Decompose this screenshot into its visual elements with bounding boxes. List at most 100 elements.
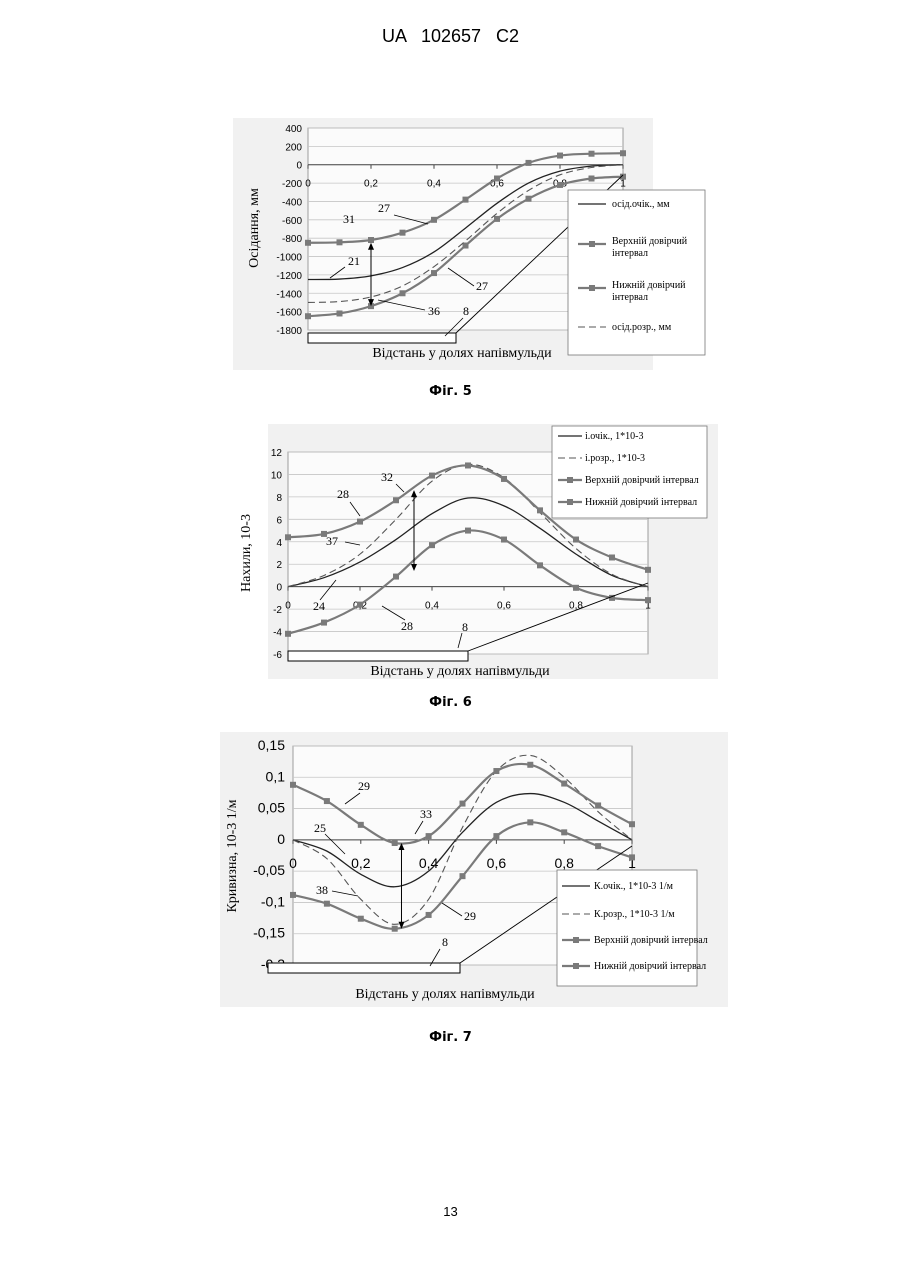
y-tick-label: -800 [282, 234, 302, 245]
y-tick-label: -200 [282, 179, 302, 190]
callout-label: 32 [381, 470, 393, 484]
data-point [400, 230, 406, 236]
callout-label: 24 [313, 599, 325, 613]
data-point [431, 270, 437, 276]
data-point [431, 217, 437, 223]
legend-label: і.розр., 1*10-3 [585, 453, 645, 464]
y-axis-label: Кривизна, 10-3 1/м [225, 799, 240, 912]
y-axis-label: Нахили, 10-3 [239, 514, 254, 592]
callout-label: 38 [316, 883, 328, 897]
data-point [305, 313, 311, 319]
figure-6-caption: Фіг. 6 [0, 695, 901, 710]
legend-label: Нижній довірчий інтервал [585, 497, 697, 508]
data-point [337, 310, 343, 316]
y-tick-label: -1400 [276, 289, 302, 300]
data-point [463, 197, 469, 203]
data-point [557, 182, 563, 188]
y-tick-label: -1200 [276, 271, 302, 282]
x-axis-label: Відстань у долях напівмульди [370, 664, 550, 679]
legend-label: Верхній довірчий [612, 236, 688, 247]
y-tick-label: -1000 [276, 253, 302, 264]
page-number: 13 [0, 1204, 901, 1219]
data-point [429, 473, 435, 479]
legend-label: Верхній довірчий інтервал [585, 475, 699, 486]
callout-label: 29 [358, 779, 370, 793]
figure-7-caption: Фіг. 7 [0, 1030, 901, 1045]
legend-label: і.очік., 1*10-3 [585, 431, 644, 442]
x-tick-label: 0,8 [554, 855, 574, 871]
x-tick-label: 0 [285, 601, 291, 612]
data-point [609, 554, 615, 560]
callout-label: 27 [378, 201, 390, 215]
data-point [285, 534, 291, 540]
data-point [589, 151, 595, 157]
data-point [629, 854, 635, 860]
data-point [358, 822, 364, 828]
data-point [501, 476, 507, 482]
callout-label: 27 [476, 279, 488, 293]
y-tick-label: 0,1 [266, 768, 286, 784]
data-point [589, 176, 595, 182]
y-tick-label: -6 [273, 650, 282, 661]
x-tick-label: 0,4 [427, 179, 441, 190]
data-point [290, 782, 296, 788]
half-trough-bar [308, 333, 456, 343]
legend-marker [573, 937, 579, 943]
data-point [595, 843, 601, 849]
data-point [392, 840, 398, 846]
callout-label: 31 [343, 212, 355, 226]
callout-label: 29 [464, 909, 476, 923]
data-point [561, 829, 567, 835]
y-tick-label: 0 [276, 583, 282, 594]
legend-marker [589, 241, 595, 247]
y-tick-label: -1600 [276, 308, 302, 319]
figure-5-chart: 4002000-200-400-600-800-1000-1200-1400-1… [0, 110, 901, 380]
data-point [501, 537, 507, 543]
legend-marker [567, 477, 573, 483]
data-point [573, 585, 579, 591]
data-point [337, 239, 343, 245]
data-point [557, 153, 563, 159]
y-tick-label: -0,05 [253, 862, 285, 878]
y-axis-label: Осідання, мм [247, 188, 262, 268]
data-point [573, 537, 579, 543]
data-point [465, 462, 471, 468]
callout-label: 36 [428, 304, 440, 318]
data-point [321, 620, 327, 626]
legend-label-cont: інтервал [612, 292, 648, 303]
callout-label: 8 [462, 620, 468, 634]
y-tick-label: -600 [282, 216, 302, 227]
data-point [620, 150, 626, 156]
y-tick-label: -2 [273, 605, 282, 616]
data-point [465, 528, 471, 534]
x-tick-label: 0,6 [497, 601, 511, 612]
y-tick-label: 2 [276, 560, 282, 571]
data-point [537, 562, 543, 568]
legend-label: Нижній довірчий інтервал [594, 961, 706, 972]
data-point [537, 507, 543, 513]
x-tick-label: 0,6 [487, 855, 507, 871]
x-tick-label: 0,4 [425, 601, 439, 612]
data-point [494, 216, 500, 222]
data-point [393, 497, 399, 503]
data-point [527, 762, 533, 768]
x-axis-label: Відстань у долях напівмульди [372, 346, 552, 361]
data-point [305, 240, 311, 246]
data-point [561, 781, 567, 787]
legend-label: осід.розр., мм [612, 322, 672, 333]
half-trough-bar [288, 651, 468, 661]
data-point [595, 802, 601, 808]
callout-label: 33 [420, 807, 432, 821]
y-tick-label: 8 [276, 493, 282, 504]
y-tick-label: 10 [271, 470, 283, 481]
data-point [324, 901, 330, 907]
data-point [645, 597, 651, 603]
y-tick-label: 4 [276, 538, 282, 549]
y-tick-label: 400 [285, 124, 302, 135]
legend-marker [589, 285, 595, 291]
data-point [493, 833, 499, 839]
data-point [368, 237, 374, 243]
data-point [324, 798, 330, 804]
data-point [526, 196, 532, 202]
legend-marker [567, 499, 573, 505]
